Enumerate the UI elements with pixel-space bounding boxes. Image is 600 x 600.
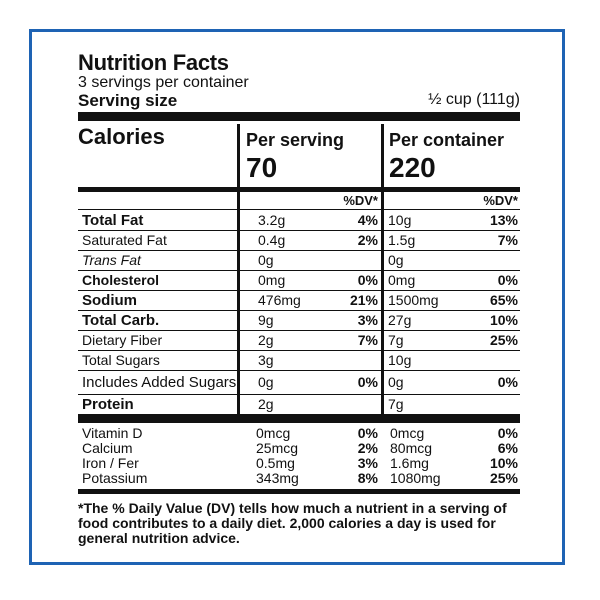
saturated-fat-name: Saturated Fat xyxy=(82,232,167,248)
total-carb-per-container: 27g xyxy=(388,312,412,328)
row-divider xyxy=(78,330,520,331)
vitamin-d-per-container-dv: 0% xyxy=(497,425,518,441)
column-separator-left xyxy=(237,124,240,422)
cholesterol-per-container-dv: 0% xyxy=(497,272,518,288)
trans-fat-per-container: 0g xyxy=(388,252,404,268)
cholesterol-per-container: 0mg xyxy=(388,272,416,288)
serving-size-label: Serving size xyxy=(78,91,178,110)
iron-per-container-dv: 10% xyxy=(489,455,518,471)
sodium-per-container-dv: 65% xyxy=(489,292,518,308)
medium-divider xyxy=(78,187,520,192)
row-divider xyxy=(78,209,520,210)
iron-per-serving-dv: 3% xyxy=(357,455,378,471)
calories-label: Calories xyxy=(78,124,165,149)
dietary-fiber-per-serving-dv: 7% xyxy=(357,332,378,348)
vitamin-d-per-serving-dv: 0% xyxy=(357,425,378,441)
dv-header-serving: %DV* xyxy=(343,193,378,208)
row-divider xyxy=(78,230,520,231)
total-sugars-name: Total Sugars xyxy=(82,352,160,368)
total-carb-per-container-dv: 10% xyxy=(489,312,518,328)
dv-header-container: %DV* xyxy=(483,193,518,208)
label-title: Nutrition Facts xyxy=(78,50,229,75)
label-border xyxy=(29,29,565,565)
saturated-fat-per-container-dv: 7% xyxy=(497,232,518,248)
total-sugars-per-container: 10g xyxy=(388,352,412,368)
row-divider xyxy=(78,350,520,351)
trans-fat-name: Trans Fat xyxy=(82,252,141,268)
footnote: *The % Daily Value (DV) tells how much a… xyxy=(78,500,507,546)
total-fat-per-container-dv: 13% xyxy=(489,212,518,228)
thick-divider-vitamins xyxy=(78,414,520,423)
calcium-name: Calcium xyxy=(82,440,133,456)
total-carb-name: Total Carb. xyxy=(82,312,160,329)
calcium-per-container: 80mcg xyxy=(390,440,433,456)
added-sugars-per-serving-dv: 0% xyxy=(357,374,378,390)
per-serving-label: Per serving xyxy=(246,130,345,150)
dietary-fiber-name: Dietary Fiber xyxy=(82,332,163,348)
column-separator-right xyxy=(381,124,384,422)
total-fat-per-serving-dv: 4% xyxy=(357,212,378,228)
total-sugars-per-serving: 3g xyxy=(258,352,274,368)
saturated-fat-per-container: 1.5g xyxy=(388,232,416,248)
sodium-per-serving: 476mg xyxy=(258,292,301,308)
potassium-per-serving-dv: 8% xyxy=(357,470,378,486)
total-fat-per-container: 10g xyxy=(388,212,412,228)
sodium-per-container: 1500mg xyxy=(388,292,439,308)
row-divider xyxy=(78,250,520,251)
total-fat-per-serving: 3.2g xyxy=(258,212,286,228)
dietary-fiber-per-serving: 2g xyxy=(258,332,274,348)
total-carb-per-serving-dv: 3% xyxy=(357,312,378,328)
calcium-per-container-dv: 6% xyxy=(497,440,518,456)
trans-fat-per-serving: 0g xyxy=(258,252,274,268)
per-serving-calories: 70 xyxy=(246,152,278,183)
per-container-calories: 220 xyxy=(389,152,436,183)
total-carb-per-serving: 9g xyxy=(258,312,274,328)
iron-per-container: 1.6mg xyxy=(390,455,429,471)
row-divider xyxy=(78,290,520,291)
serving-size-value: ½ cup (111g) xyxy=(428,91,520,108)
sodium-name: Sodium xyxy=(82,292,137,309)
calcium-per-serving-dv: 2% xyxy=(357,440,378,456)
added-sugars-name: Includes Added Sugars xyxy=(82,374,237,391)
iron-per-serving: 0.5mg xyxy=(256,455,295,471)
sodium-per-serving-dv: 21% xyxy=(349,292,378,308)
added-sugars-per-container-dv: 0% xyxy=(497,374,518,390)
protein-name: Protein xyxy=(82,396,134,413)
iron-name: Iron / Fer xyxy=(82,455,139,471)
added-sugars-per-serving: 0g xyxy=(258,374,274,390)
cholesterol-per-serving: 0mg xyxy=(258,272,286,288)
calcium-per-serving: 25mcg xyxy=(256,440,299,456)
footnote-divider xyxy=(78,489,520,494)
row-divider xyxy=(78,310,520,311)
protein-per-serving: 2g xyxy=(258,396,274,412)
row-divider xyxy=(78,370,520,371)
servings-per-container: 3 servings per container xyxy=(78,74,249,91)
potassium-per-serving: 343mg xyxy=(256,470,299,486)
total-fat-name: Total Fat xyxy=(82,212,144,229)
saturated-fat-per-serving-dv: 2% xyxy=(357,232,378,248)
added-sugars-per-container: 0g xyxy=(388,374,404,390)
dietary-fiber-per-container-dv: 25% xyxy=(489,332,518,348)
cholesterol-name: Cholesterol xyxy=(82,272,160,288)
potassium-per-container-dv: 25% xyxy=(489,470,518,486)
cholesterol-per-serving-dv: 0% xyxy=(357,272,378,288)
row-divider xyxy=(78,394,520,395)
potassium-per-container: 1080mg xyxy=(390,470,441,486)
dietary-fiber-per-container: 7g xyxy=(388,332,404,348)
per-container-label: Per container xyxy=(389,130,505,150)
potassium-name: Potassium xyxy=(82,470,148,486)
protein-per-container: 7g xyxy=(388,396,404,412)
thick-divider xyxy=(78,112,520,121)
vitamin-d-per-container: 0mcg xyxy=(390,425,425,441)
row-divider xyxy=(78,270,520,271)
vitamin-d-per-serving: 0mcg xyxy=(256,425,291,441)
saturated-fat-per-serving: 0.4g xyxy=(258,232,286,248)
vitamin-d-name: Vitamin D xyxy=(82,425,143,441)
